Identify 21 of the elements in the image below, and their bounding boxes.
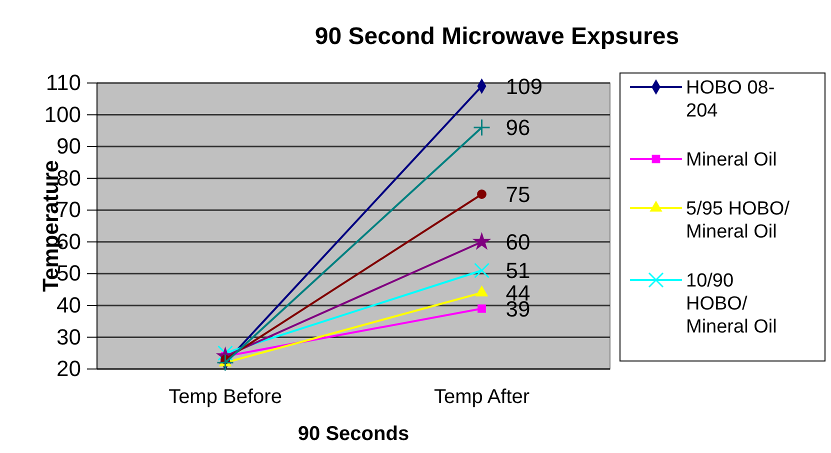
y-tick-label: 90 xyxy=(56,134,81,159)
legend-label: 5/95 HOBO/Mineral Oil xyxy=(686,198,790,242)
point xyxy=(473,118,490,136)
y-tick-label: 100 xyxy=(44,102,81,127)
data-label: 96 xyxy=(506,115,530,140)
y-tick-label: 20 xyxy=(56,356,81,382)
legend-label: 10/90 HOBO/Mineral Oil xyxy=(686,270,777,338)
point xyxy=(472,232,492,250)
x-axis-title: 90 Seconds xyxy=(298,423,410,445)
y-tick-label: 30 xyxy=(56,324,81,350)
y-tick-label: 110 xyxy=(46,70,81,96)
point xyxy=(478,304,486,313)
point xyxy=(474,262,490,278)
x-tick-label: Temp Before xyxy=(168,386,282,408)
data-label: 75 xyxy=(506,182,530,207)
legend-label: HOBO 08-204 xyxy=(686,78,775,122)
chart-title: 90 Second Microwave Expsures xyxy=(314,23,680,50)
x-tick-label: Temp After xyxy=(434,386,530,408)
legend-label: Mineral Oil xyxy=(686,150,777,171)
y-tick-label: 40 xyxy=(56,292,81,318)
point xyxy=(477,190,486,199)
